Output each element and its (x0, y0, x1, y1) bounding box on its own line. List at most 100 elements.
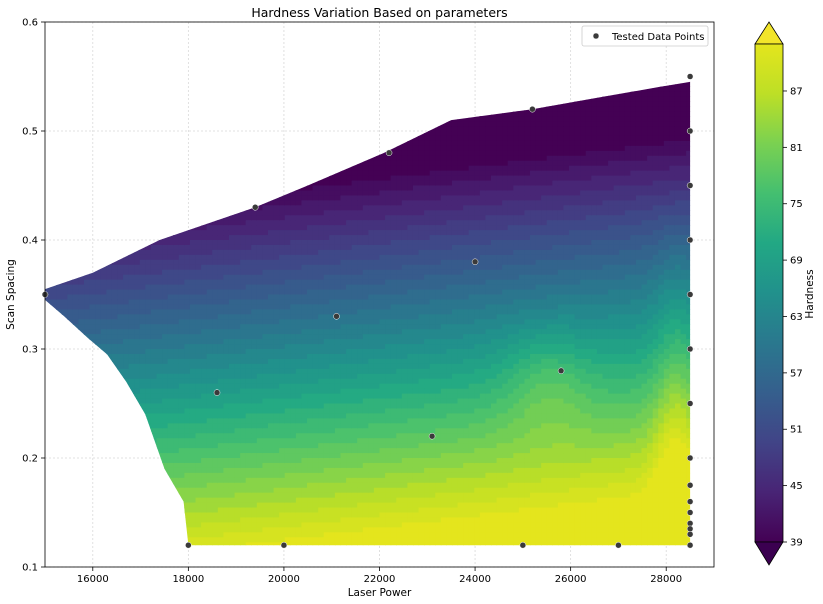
contour-cell (123, 254, 130, 261)
contour-cell (290, 458, 297, 464)
contour-cell (262, 408, 269, 414)
contour-cell (173, 398, 180, 405)
contour-cell (162, 438, 169, 444)
contour-cell (256, 339, 264, 345)
contour-cell (89, 339, 96, 345)
contour-cell (95, 309, 102, 315)
contour-cell (245, 289, 252, 296)
contour-cell (162, 398, 169, 405)
contour-cell (167, 264, 174, 271)
contour-cell (167, 378, 174, 385)
contour-cell (189, 423, 197, 429)
contour-cell (184, 329, 191, 335)
contour-cell (150, 324, 158, 330)
contour-cell (150, 428, 158, 434)
contour-cell (234, 532, 241, 538)
contour-cell (290, 477, 297, 484)
contour-cell (212, 244, 219, 251)
contour-cell (240, 363, 247, 370)
contour-cell (195, 319, 202, 325)
contour-cell (251, 443, 258, 449)
contour-cell (268, 448, 275, 454)
contour-cell (256, 235, 264, 241)
contour-cell (84, 319, 91, 325)
contour-cell (268, 423, 275, 429)
contour-cell (279, 458, 286, 464)
contour-cell (178, 334, 185, 340)
contour-cell (184, 299, 191, 305)
contour-cell (245, 532, 252, 538)
contour-cell (201, 458, 208, 464)
contour-cell (61, 284, 68, 291)
contour-cell (279, 398, 286, 405)
contour-cell (89, 279, 96, 286)
contour-cell (251, 269, 258, 276)
contour-cell (251, 299, 258, 305)
contour-cell (173, 314, 180, 320)
contour-cell (100, 279, 107, 286)
contour-cell (279, 309, 286, 315)
contour-cell (217, 284, 224, 291)
contour-cell (206, 259, 213, 266)
contour-cell (273, 353, 280, 360)
contour-cell (50, 284, 57, 291)
contour-cell (268, 200, 275, 206)
contour-cell (128, 353, 135, 360)
contour-cell (290, 349, 297, 355)
contour-cell (217, 334, 224, 340)
contour-cell (189, 309, 197, 315)
contour-cell (178, 368, 185, 375)
contour-cell (279, 220, 286, 226)
contour-cell (201, 244, 208, 251)
contour-cell (262, 334, 269, 340)
contour-cell (251, 507, 258, 514)
contour-cell (240, 299, 247, 305)
contour-cell (128, 344, 135, 350)
contour-cell (273, 512, 280, 519)
contour-cell (84, 304, 91, 310)
contour-cell (150, 423, 158, 429)
contour-cell (195, 443, 202, 449)
contour-cell (123, 344, 130, 350)
contour-cell (240, 443, 247, 449)
contour-cell (273, 383, 280, 390)
contour-cell (189, 368, 197, 375)
contour-cell (123, 314, 130, 320)
contour-cell (228, 324, 236, 330)
contour-cell (189, 527, 197, 533)
contour-cell (268, 294, 275, 301)
contour-cell (178, 254, 185, 261)
contour-cell (279, 274, 286, 281)
contour-cell (156, 259, 163, 266)
contour-cell (111, 349, 119, 355)
contour-cell (206, 537, 213, 543)
contour-cell (162, 388, 169, 395)
contour-cell (290, 368, 297, 375)
contour-cell (223, 482, 230, 489)
contour-cell (223, 309, 230, 315)
contour-cell (256, 428, 264, 434)
contour-cell (145, 264, 152, 271)
contour-cell (212, 482, 219, 489)
contour-cell (189, 512, 197, 519)
contour-cell (284, 358, 291, 365)
contour-cell (262, 249, 269, 256)
contour-cell (123, 358, 130, 365)
contour-cell (223, 403, 230, 410)
contour-cell (178, 477, 185, 484)
contour-cell (156, 264, 163, 271)
contour-cell (195, 299, 202, 305)
contour-cell (212, 542, 219, 546)
contour-cell (162, 368, 169, 375)
contour-cell (256, 433, 264, 439)
contour-cell (217, 448, 224, 454)
contour-cell (245, 482, 252, 489)
contour-cell (290, 314, 297, 320)
contour-cell (167, 373, 174, 380)
contour-cell (245, 264, 252, 271)
contour-cell (167, 413, 174, 419)
contour-cell (162, 289, 169, 296)
contour-cell (195, 403, 202, 410)
contour-cell (234, 269, 241, 276)
contour-cell (167, 240, 174, 246)
